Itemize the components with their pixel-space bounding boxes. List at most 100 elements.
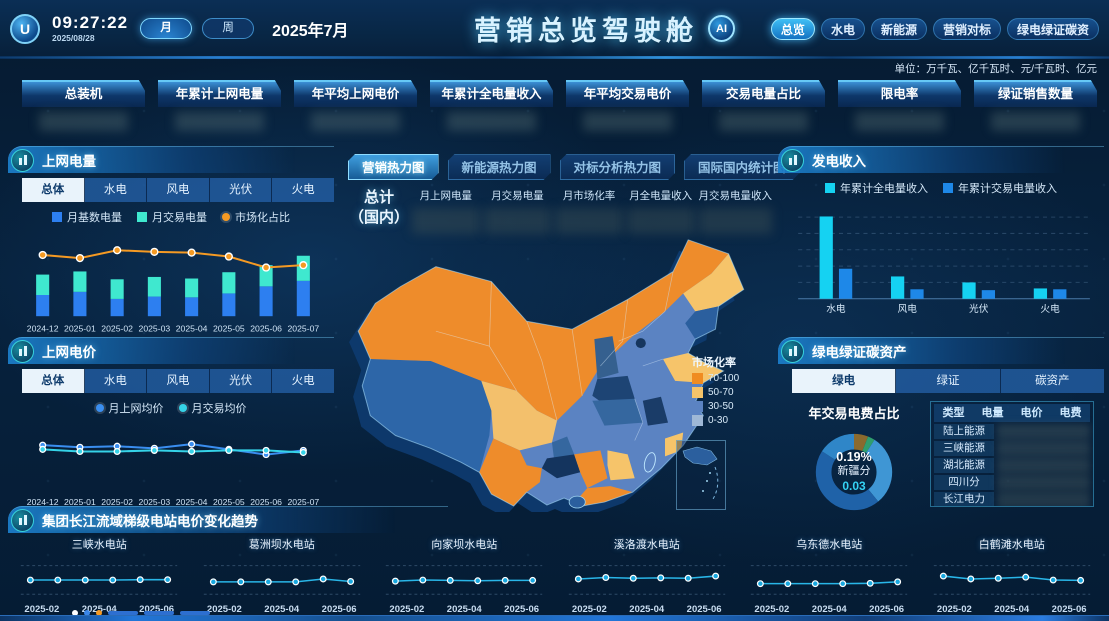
price-tab-3[interactable]: 光伏 [209,369,273,393]
energy-tab-3[interactable]: 光伏 [209,178,273,202]
heat-col-value-blurred [412,208,480,234]
heat-col-0: 月上网电量 [412,188,480,234]
table-row[interactable]: 三峡能源 [934,441,1090,456]
units-note: 单位：万千瓦、亿千瓦时、元/千瓦时、亿元 [894,63,1097,75]
mini-x-axis: 2025-02 2025-04 2025-06 [937,604,1087,615]
pager-dot[interactable] [96,610,102,616]
row-values-blurred [997,475,1090,490]
panel-title: 集团长江流域梯级电站电价变化趋势 [42,514,258,529]
legend-item: 月上网均价 [95,400,164,416]
heatmap-tab-0[interactable]: 营销热力图 [348,154,439,180]
china-map-svg[interactable] [340,212,774,517]
station-line-chart[interactable] [930,555,1094,603]
svg-text:2025-06: 2025-06 [250,497,282,507]
station-line-chart[interactable] [382,555,546,603]
nav-item-3[interactable]: 营销对标 [932,17,1001,40]
nav-item-0[interactable]: 总览 [770,17,815,40]
donut-center-label: 0.19% 新疆分 0.03 [808,426,900,518]
kpi-label: 绿证销售数量 [974,80,1097,107]
pager-dash[interactable] [108,611,138,615]
station-line-chart[interactable] [200,555,364,603]
table-row[interactable]: 长江电力 [934,492,1090,506]
energy-tab-1[interactable]: 水电 [84,178,148,202]
total-line1: 总计 [363,189,394,206]
pager-dot[interactable] [72,610,78,616]
svg-text:2025-07: 2025-07 [287,497,319,507]
grid-price-header: 上网电价 [8,337,334,364]
nav-item-4[interactable]: 绿电绿证碳资 [1006,17,1099,40]
price-tab-4[interactable]: 火电 [272,369,334,393]
time: 09:27:22 [52,13,129,32]
heat-col-label: 月交易电量收入 [698,190,773,202]
kpi-tile-4: 年平均交易电价 [566,80,689,131]
energy-tab-2[interactable]: 风电 [147,178,210,202]
svg-text:光伏: 光伏 [969,302,989,315]
price-tab-1[interactable]: 水电 [84,369,148,393]
energy-tab-4[interactable]: 火电 [272,178,334,202]
x-tick-label: 2025-04 [629,604,665,615]
heat-col-label: 月上网电量 [419,190,473,202]
legend-swatch [178,404,187,412]
kpi-tile-6: 限电率 [838,80,961,131]
green-tab-0[interactable]: 绿电 [792,369,897,393]
station-line-chart[interactable] [17,555,181,603]
kpi-tile-1: 年累计上网电量 [158,80,281,131]
price-tab-2[interactable]: 风电 [147,369,210,393]
green-tab-2[interactable]: 碳资产 [1000,369,1104,393]
date: 2025/08/28 [52,33,95,43]
revenue-chart[interactable]: 水电 风电 光伏 火电 [790,204,1096,320]
total-label: 总计 （国内） [346,188,412,227]
grid-price-chart[interactable]: 2024-12 2025-01 2025-02 2025-03 2025-04 2025-… [16,424,330,510]
panel-title: 绿电绿证碳资产 [812,345,907,360]
nav-item-1[interactable]: 水电 [820,17,865,40]
mini-x-axis: 2025-02 2025-04 2025-06 [389,604,539,615]
bar-chart-icon [11,148,34,172]
station-line-chart[interactable] [565,555,729,603]
table-row[interactable]: 四川分 [934,475,1090,490]
price-tab-0[interactable]: 总体 [22,369,85,393]
left-column: 上网电量 总体 水电 风电 光伏 火电 月基数电量 月交易电量 市场化占比 2024-12 2… [8,146,334,507]
station-line-chart[interactable] [747,555,911,603]
hainan-island [568,495,586,509]
pager-dash[interactable] [144,611,174,615]
grid-price-tabs: 总体 水电 风电 光伏 火电 [22,369,334,393]
legend-label: 30-50 [708,401,734,412]
heatmap-tab-2[interactable]: 对标分析热力图 [560,154,676,180]
top-nav: 总览 水电 新能源 营销对标 绿电绿证碳资 [769,17,1099,40]
table-header-cell: 电量 [981,407,1004,419]
current-month: 2025年7月 [272,22,349,40]
carousel-pager[interactable] [72,610,210,616]
green-tabs: 绿电 绿证 碳资产 [792,369,1104,393]
grid-energy-chart[interactable]: 2024-12 2025-01 2025-02 2025-03 2025-04 2025-… [16,233,330,339]
kpi-label: 总装机 [22,80,145,107]
ai-badge[interactable]: AI [708,15,735,42]
period-button-1[interactable]: 周 [202,18,255,39]
pager-dash[interactable] [180,611,210,615]
mini-x-axis: 2025-02 2025-04 2025-06 [572,604,722,615]
table-row[interactable]: 湖北能源 [934,458,1090,473]
period-button-0[interactable]: 月 [140,18,193,39]
grid-energy-panel: 上网电量 总体 水电 风电 光伏 火电 月基数电量 月交易电量 市场化占比 2024-12 2… [8,146,334,339]
heatmap-tab-1[interactable]: 新能源热力图 [448,154,551,180]
green-tab-1[interactable]: 绿证 [896,369,1001,393]
panel-title: 发电收入 [812,154,866,169]
legend-label: 50-70 [708,387,734,398]
x-tick-label: 2025-02 [571,604,607,615]
cascade-section: 集团长江流域梯级电站电价变化趋势 三峡水电站2025-022025-042025… [8,506,1103,616]
station-title: 乌东德水电站 [796,539,863,551]
legend-item: 月基数电量 [52,209,122,225]
donut-value: 0.03 [842,479,866,494]
svg-text:2025-05: 2025-05 [213,323,245,333]
x-tick-label: 2025-04 [811,604,847,615]
nav-item-2[interactable]: 新能源 [870,17,927,40]
x-tick-label: 2025-04 [446,604,482,615]
heat-col-value-blurred [555,208,623,234]
kpi-tile-2: 年平均上网电价 [294,80,417,131]
table-row[interactable]: 陆上能源 [934,424,1090,439]
x-tick-label: 2025-06 [869,604,905,615]
legend-label: 月上网均价 [108,403,164,415]
pager-dot[interactable] [84,610,90,616]
heat-col-label: 月交易电量 [491,190,544,202]
energy-tab-0[interactable]: 总体 [22,178,85,202]
donut-chart[interactable]: 0.19% 新疆分 0.03 [808,426,900,518]
